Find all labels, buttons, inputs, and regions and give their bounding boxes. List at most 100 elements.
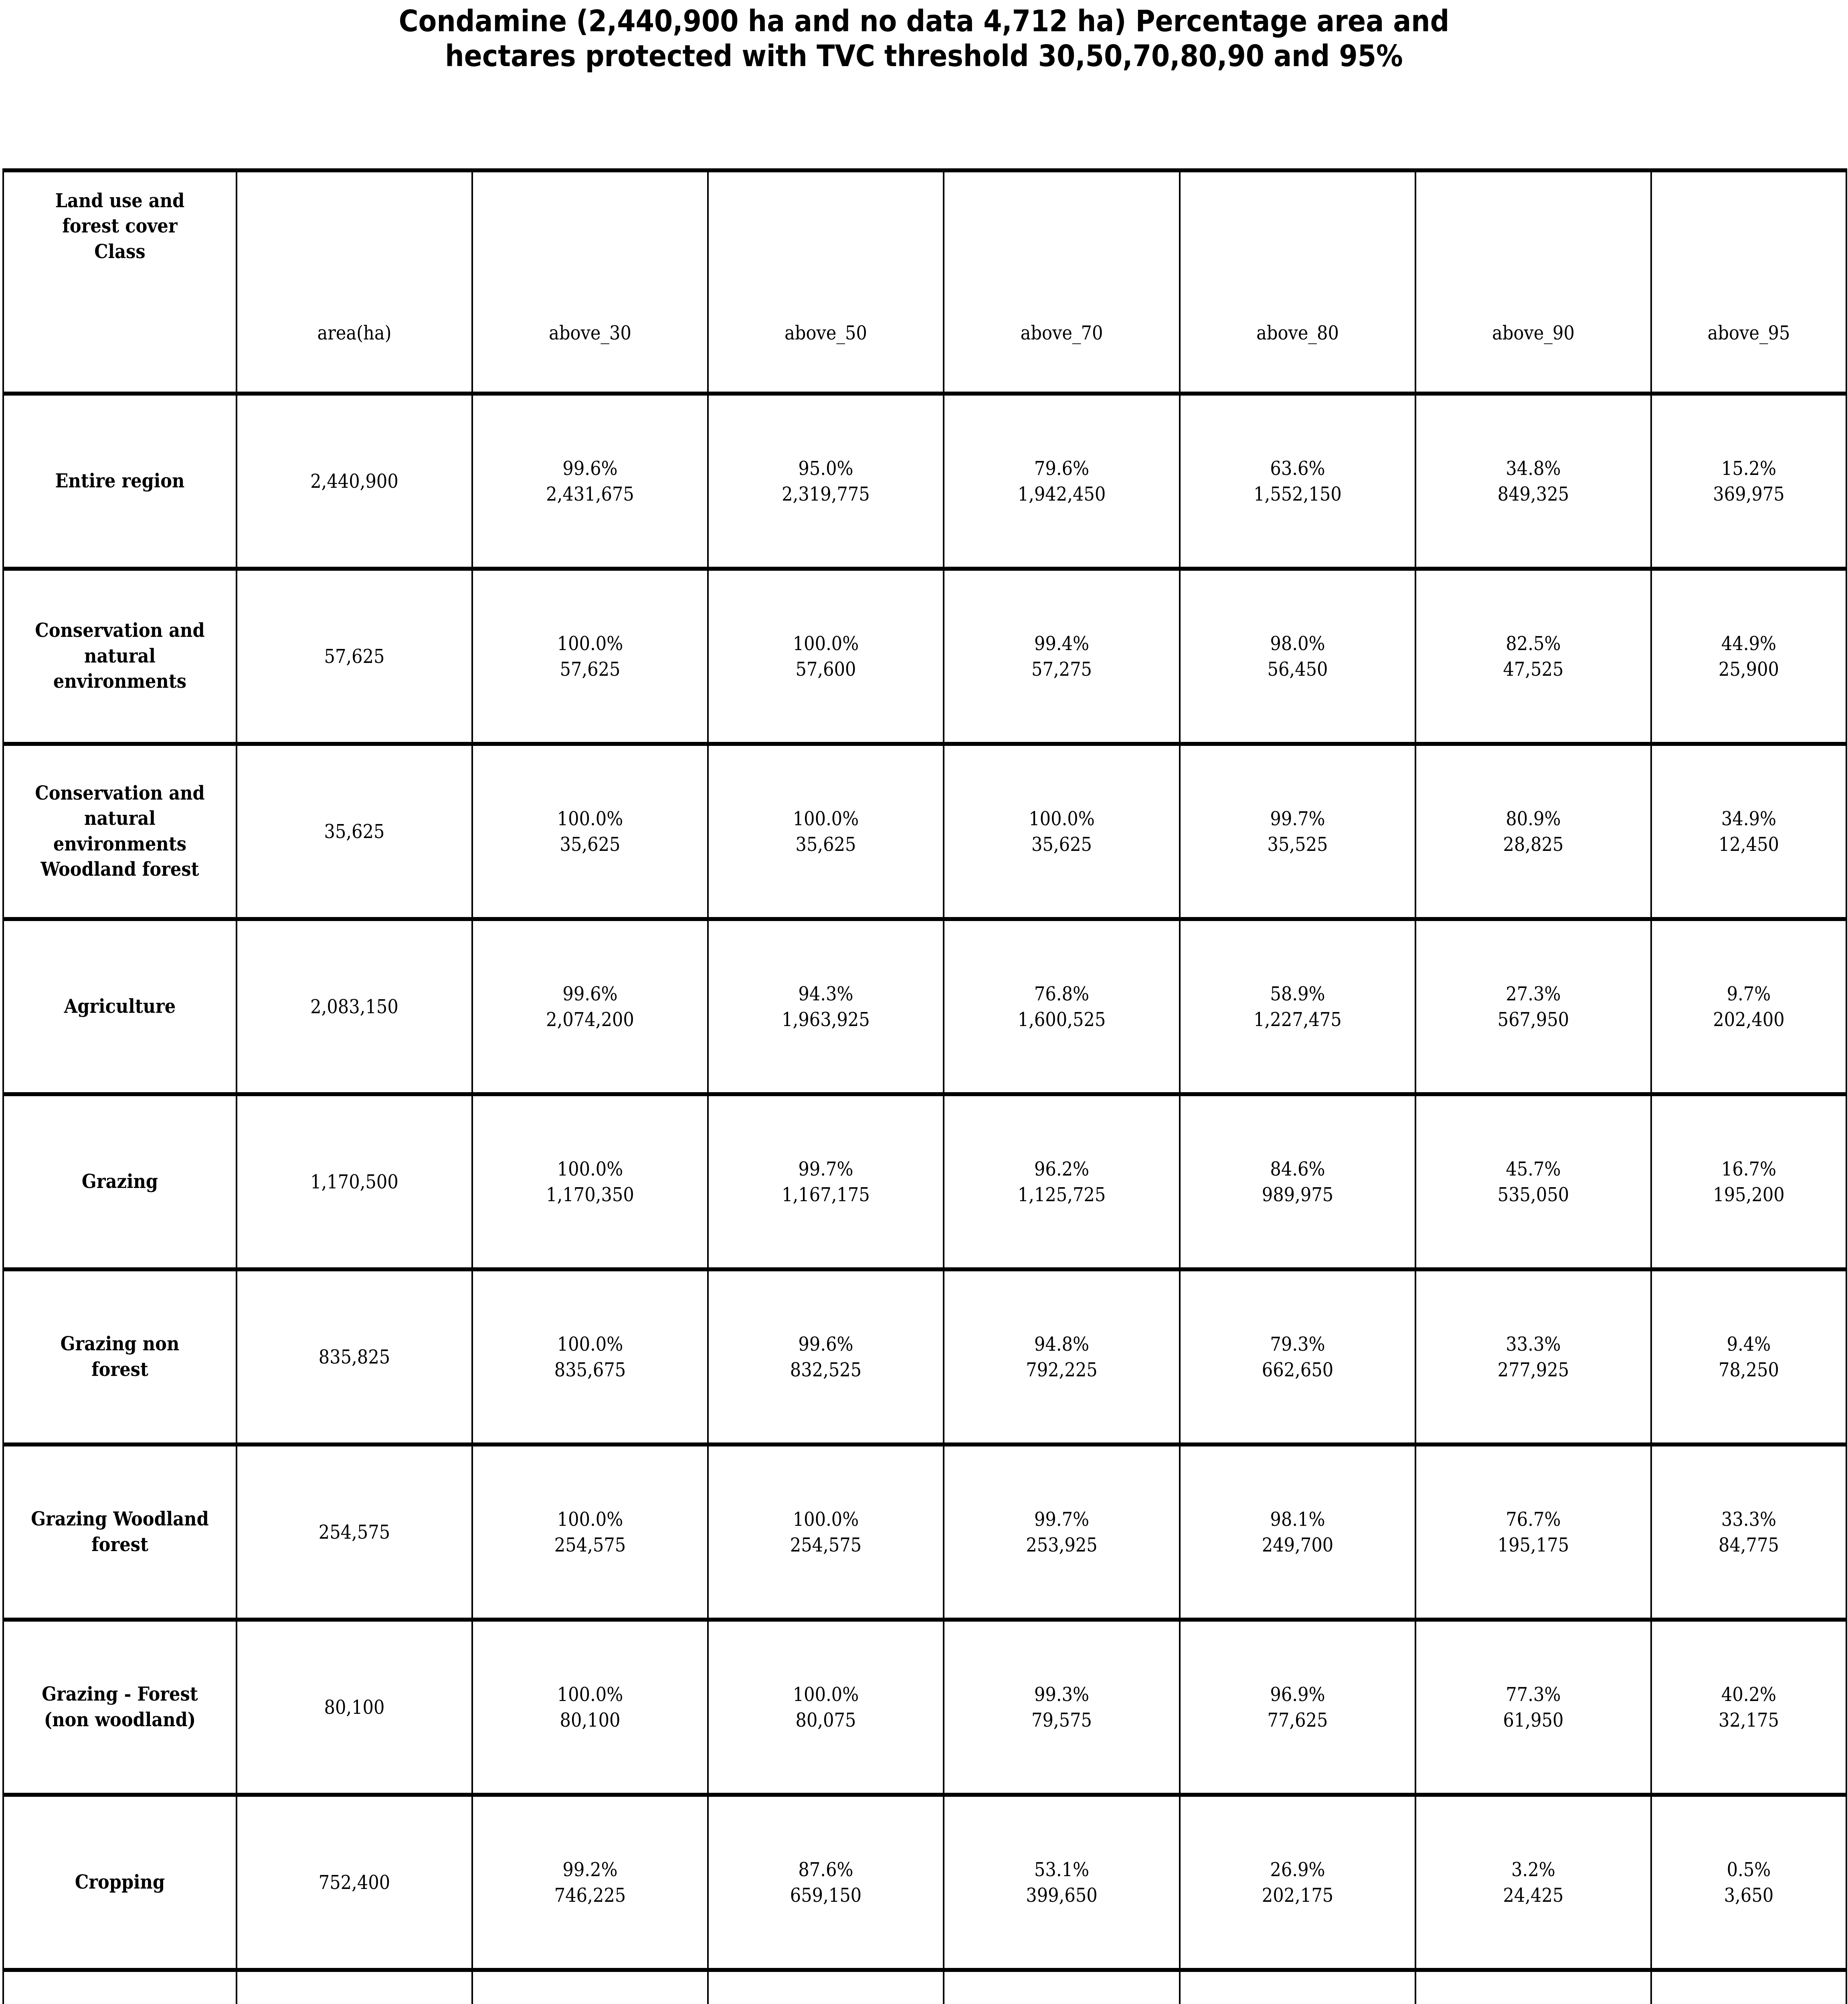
value-cell: 40.2% 32,175 xyxy=(1650,1618,1847,1797)
value-cell: 100.0% 80,075 xyxy=(707,1618,944,1797)
ha-value: 369,975 xyxy=(1713,483,1785,505)
ha-value: 79,575 xyxy=(1031,1709,1092,1731)
pct-value: 34.8% xyxy=(1506,457,1561,480)
value-cell: 22.0%35,125 xyxy=(1179,1968,1416,2004)
value-cell: 76.7% 195,175 xyxy=(1415,1442,1652,1622)
value-cell: 45.7% 535,050 xyxy=(1415,1092,1652,1271)
value-cell: 98.0% 56,450 xyxy=(1179,567,1416,746)
page-title-line1: Condamine (2,440,900 ha and no data 4,71… xyxy=(398,4,1450,38)
area-cell: 254,575 xyxy=(236,1442,473,1622)
table-row: Grazing 1,170,500 100.0% 1,170,350 99.7% 1… xyxy=(2,1092,1847,1271)
pct-value: 100.0% xyxy=(793,1683,859,1706)
value-cell: 33.3% 277,925 xyxy=(1415,1267,1652,1446)
ha-value: 835,675 xyxy=(554,1358,626,1381)
value-cell: 99.6% 2,074,200 xyxy=(471,917,709,1096)
value-cell: 46.8%74,900 xyxy=(943,1968,1181,2004)
ha-value: 1,227,475 xyxy=(1254,1008,1342,1031)
pct-value: 98.1% xyxy=(1270,1508,1325,1531)
table-row: Cropping 752,400 99.2% 746,225 87.6% 659,1… xyxy=(2,1793,1847,1972)
ha-value: 249,700 xyxy=(1262,1533,1334,1556)
ha-value: 56,450 xyxy=(1267,658,1328,681)
pct-value: 100.0% xyxy=(557,1158,623,1180)
pct-value: 53.1% xyxy=(1034,1858,1090,1881)
pct-value: 63.6% xyxy=(1270,457,1325,480)
pct-value: 9.7% xyxy=(1727,982,1771,1005)
value-cell: 84.6% 989,975 xyxy=(1179,1092,1416,1271)
pct-value: 100.0% xyxy=(557,632,623,655)
ha-value: 1,170,350 xyxy=(546,1183,634,1206)
value-cell: 82.5% 47,525 xyxy=(1415,567,1652,746)
ha-value: 1,942,450 xyxy=(1017,483,1106,505)
table-row: Irrigation 159,975 98.4%157,350 85.9%137… xyxy=(2,1968,1847,2004)
ha-value: 35,625 xyxy=(1031,833,1092,856)
pct-value: 79.6% xyxy=(1034,457,1090,480)
ha-value: 567,950 xyxy=(1497,1008,1569,1031)
column-header-above-70: above_70 xyxy=(943,168,1181,396)
column-header-above-90: above_90 xyxy=(1415,168,1652,396)
pct-value: 77.3% xyxy=(1506,1683,1561,1706)
ha-value: 1,125,725 xyxy=(1017,1183,1106,1206)
pct-value: 99.6% xyxy=(798,1333,853,1356)
ha-value: 2,431,675 xyxy=(546,483,634,505)
ha-value: 28,825 xyxy=(1503,833,1564,856)
value-cell: 95.0% 2,319,775 xyxy=(707,392,944,571)
row-label: Grazing non forest xyxy=(2,1267,237,1446)
value-cell: 0.5% 3,650 xyxy=(1650,1793,1847,1972)
pct-value: 100.0% xyxy=(793,807,859,830)
ha-value: 2,074,200 xyxy=(546,1008,634,1031)
pct-value: 100.0% xyxy=(1029,807,1095,830)
table-row: Conservation and natural environments Wo… xyxy=(2,742,1847,921)
pct-value: 100.0% xyxy=(557,807,623,830)
value-cell: 99.7% 1,167,175 xyxy=(707,1092,944,1271)
ha-value: 535,050 xyxy=(1497,1183,1569,1206)
pct-value: 34.9% xyxy=(1721,807,1777,830)
pct-value: 45.7% xyxy=(1506,1158,1561,1180)
value-cell: 53.1% 399,650 xyxy=(943,1793,1181,1972)
pct-value: 99.2% xyxy=(562,1858,618,1881)
ha-value: 399,650 xyxy=(1026,1884,1098,1907)
ha-value: 12,450 xyxy=(1718,833,1779,856)
area-cell: 2,083,150 xyxy=(236,917,473,1096)
ha-value: 57,275 xyxy=(1031,658,1092,681)
ha-value: 195,175 xyxy=(1497,1533,1569,1556)
ha-value: 662,650 xyxy=(1262,1358,1334,1381)
area-cell: 35,625 xyxy=(236,742,473,921)
row-label: Grazing xyxy=(2,1092,237,1271)
ha-value: 35,525 xyxy=(1267,833,1328,856)
column-header-above-95: above_95 xyxy=(1650,168,1847,396)
area-cell: 752,400 xyxy=(236,1793,473,1972)
value-cell: 99.4% 57,275 xyxy=(943,567,1181,746)
pct-value: 95.0% xyxy=(798,457,853,480)
value-cell: 94.3% 1,963,925 xyxy=(707,917,944,1096)
ha-value: 202,175 xyxy=(1262,1884,1334,1907)
pct-value: 100.0% xyxy=(557,1333,623,1356)
row-label: Grazing - Forest (non woodland) xyxy=(2,1618,237,1797)
ha-value: 61,950 xyxy=(1503,1709,1564,1731)
value-cell: 15.2% 369,975 xyxy=(1650,392,1847,571)
column-header-class: Land use and forest cover Class xyxy=(2,168,237,396)
area-cell: 80,100 xyxy=(236,1618,473,1797)
pct-value: 76.8% xyxy=(1034,982,1090,1005)
area-cell: 835,825 xyxy=(236,1267,473,1446)
area-cell: 2,440,900 xyxy=(236,392,473,571)
value-cell: 99.7% 35,525 xyxy=(1179,742,1416,921)
ha-value: 832,525 xyxy=(790,1358,862,1381)
value-cell: 99.7% 253,925 xyxy=(943,1442,1181,1622)
value-cell: 100.0% 57,625 xyxy=(471,567,709,746)
value-cell: 79.3% 662,650 xyxy=(1179,1267,1416,1446)
value-cell: 100.0% 254,575 xyxy=(471,1442,709,1622)
value-cell: 63.6% 1,552,150 xyxy=(1179,392,1416,571)
pct-value: 99.6% xyxy=(562,457,618,480)
row-label: Conservation and natural environments Wo… xyxy=(2,742,237,921)
pct-value: 82.5% xyxy=(1506,632,1561,655)
pct-value: 3.2% xyxy=(1511,1858,1555,1881)
value-cell: 5.3%8,425 xyxy=(1415,1968,1652,2004)
ha-value: 849,325 xyxy=(1497,483,1569,505)
ha-value: 253,925 xyxy=(1026,1533,1098,1556)
pct-value: 33.3% xyxy=(1721,1508,1777,1531)
ha-value: 746,225 xyxy=(554,1884,626,1907)
row-label: Entire region xyxy=(2,392,237,571)
value-cell: 100.0% 80,100 xyxy=(471,1618,709,1797)
ha-value: 1,963,925 xyxy=(782,1008,870,1031)
ha-value: 1,600,525 xyxy=(1017,1008,1106,1031)
